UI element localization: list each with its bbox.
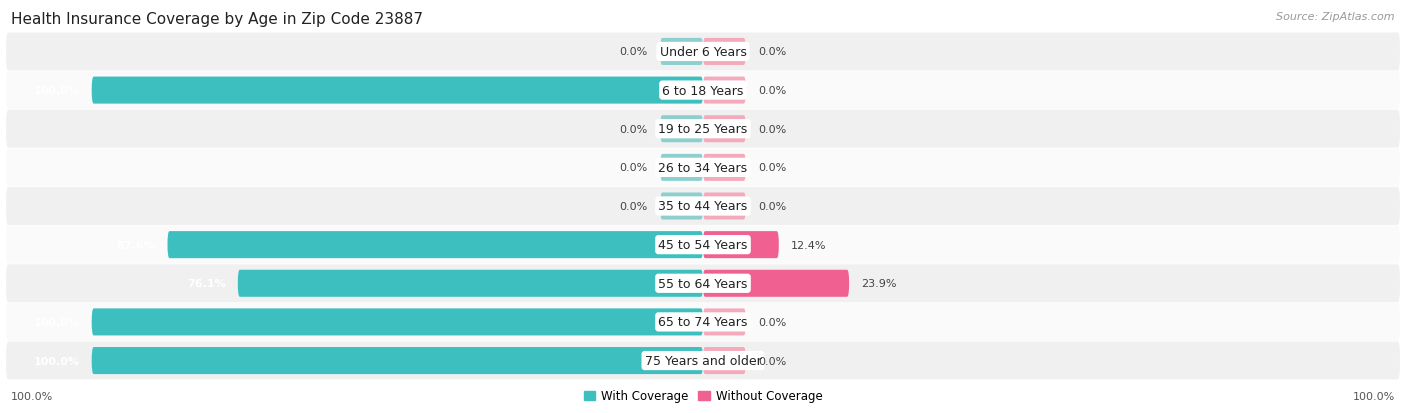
Text: 55 to 64 Years: 55 to 64 Years (658, 277, 748, 290)
FancyBboxPatch shape (6, 188, 1400, 225)
FancyBboxPatch shape (91, 309, 703, 336)
Text: 45 to 54 Years: 45 to 54 Years (658, 239, 748, 252)
Text: 100.0%: 100.0% (34, 86, 80, 96)
Text: 6 to 18 Years: 6 to 18 Years (662, 84, 744, 97)
Text: 0.0%: 0.0% (620, 47, 648, 57)
Text: 19 to 25 Years: 19 to 25 Years (658, 123, 748, 136)
FancyBboxPatch shape (167, 232, 703, 259)
FancyBboxPatch shape (6, 149, 1400, 187)
FancyBboxPatch shape (6, 72, 1400, 110)
Text: 35 to 44 Years: 35 to 44 Years (658, 200, 748, 213)
FancyBboxPatch shape (91, 77, 703, 104)
Text: Source: ZipAtlas.com: Source: ZipAtlas.com (1277, 12, 1395, 22)
Text: 0.0%: 0.0% (758, 202, 786, 211)
Text: 0.0%: 0.0% (758, 317, 786, 327)
FancyBboxPatch shape (703, 270, 849, 297)
Text: 0.0%: 0.0% (758, 356, 786, 366)
FancyBboxPatch shape (6, 33, 1400, 71)
Text: 0.0%: 0.0% (758, 163, 786, 173)
Text: Health Insurance Coverage by Age in Zip Code 23887: Health Insurance Coverage by Age in Zip … (11, 12, 423, 27)
Text: 0.0%: 0.0% (620, 202, 648, 211)
Text: 0.0%: 0.0% (620, 163, 648, 173)
FancyBboxPatch shape (703, 347, 745, 374)
FancyBboxPatch shape (661, 154, 703, 181)
FancyBboxPatch shape (703, 154, 745, 181)
Text: 23.9%: 23.9% (862, 279, 897, 289)
Text: Under 6 Years: Under 6 Years (659, 46, 747, 59)
Text: 12.4%: 12.4% (792, 240, 827, 250)
Text: 100.0%: 100.0% (34, 356, 80, 366)
Text: 0.0%: 0.0% (758, 124, 786, 134)
FancyBboxPatch shape (238, 270, 703, 297)
Text: 0.0%: 0.0% (620, 124, 648, 134)
Text: 26 to 34 Years: 26 to 34 Years (658, 161, 748, 174)
FancyBboxPatch shape (703, 232, 779, 259)
FancyBboxPatch shape (6, 111, 1400, 148)
Text: 65 to 74 Years: 65 to 74 Years (658, 316, 748, 329)
Legend: With Coverage, Without Coverage: With Coverage, Without Coverage (579, 385, 827, 407)
FancyBboxPatch shape (703, 309, 745, 336)
Text: 76.1%: 76.1% (187, 279, 225, 289)
Text: 100.0%: 100.0% (1353, 392, 1395, 401)
Text: 100.0%: 100.0% (34, 317, 80, 327)
Text: 100.0%: 100.0% (11, 392, 53, 401)
FancyBboxPatch shape (91, 347, 703, 374)
FancyBboxPatch shape (6, 342, 1400, 380)
Text: 0.0%: 0.0% (758, 86, 786, 96)
Text: 87.6%: 87.6% (117, 240, 155, 250)
FancyBboxPatch shape (703, 77, 745, 104)
FancyBboxPatch shape (661, 116, 703, 143)
FancyBboxPatch shape (703, 39, 745, 66)
FancyBboxPatch shape (703, 193, 745, 220)
FancyBboxPatch shape (6, 265, 1400, 302)
Text: 75 Years and older: 75 Years and older (644, 354, 762, 367)
FancyBboxPatch shape (6, 226, 1400, 264)
FancyBboxPatch shape (661, 193, 703, 220)
FancyBboxPatch shape (661, 39, 703, 66)
FancyBboxPatch shape (6, 303, 1400, 341)
FancyBboxPatch shape (703, 116, 745, 143)
Text: 0.0%: 0.0% (758, 47, 786, 57)
